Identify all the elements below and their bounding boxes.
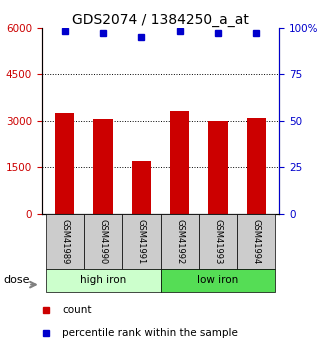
Text: GSM41989: GSM41989 xyxy=(60,219,69,264)
Bar xyxy=(93,119,113,214)
Text: dose: dose xyxy=(3,275,30,285)
Text: GSM41994: GSM41994 xyxy=(252,219,261,264)
Bar xyxy=(84,214,122,269)
Text: GSM41990: GSM41990 xyxy=(99,219,108,264)
Bar xyxy=(46,269,160,292)
Bar xyxy=(237,214,275,269)
Text: count: count xyxy=(62,305,91,315)
Bar xyxy=(122,214,160,269)
Bar xyxy=(160,214,199,269)
Text: percentile rank within the sample: percentile rank within the sample xyxy=(62,328,238,338)
Bar xyxy=(55,113,74,214)
Bar xyxy=(170,111,189,214)
Text: low iron: low iron xyxy=(197,275,239,285)
Bar xyxy=(160,269,275,292)
Title: GDS2074 / 1384250_a_at: GDS2074 / 1384250_a_at xyxy=(72,12,249,27)
Bar xyxy=(46,214,84,269)
Text: high iron: high iron xyxy=(80,275,126,285)
Bar xyxy=(199,214,237,269)
Text: GSM41991: GSM41991 xyxy=(137,219,146,264)
Bar xyxy=(132,161,151,214)
Text: GSM41992: GSM41992 xyxy=(175,219,184,264)
Text: GSM41993: GSM41993 xyxy=(213,219,222,264)
Bar xyxy=(208,121,228,214)
Bar xyxy=(247,118,266,214)
